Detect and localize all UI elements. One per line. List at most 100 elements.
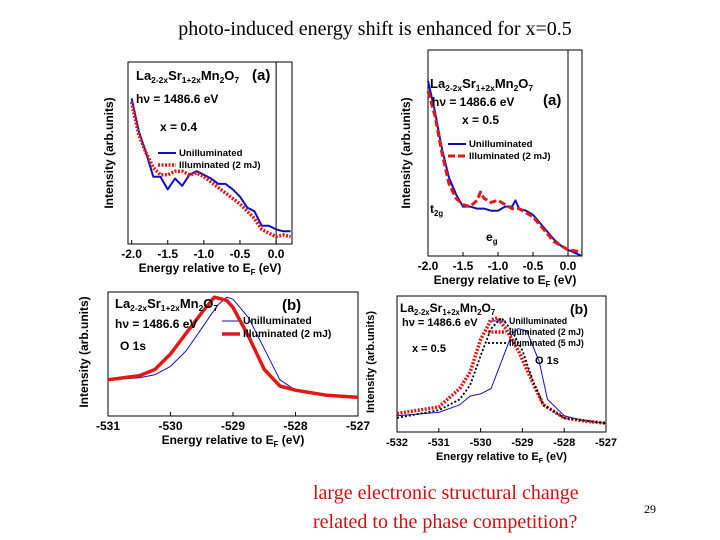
- photon-energy-label: hν = 1486.6 eV: [115, 317, 197, 331]
- text-run: Energy relative to E: [162, 433, 274, 447]
- plot-frame: [427, 49, 583, 257]
- panel-label: (b): [282, 297, 301, 314]
- x-tick-label: -528: [283, 419, 307, 433]
- legend-label: Illuminated (5 mJ): [509, 338, 584, 348]
- x-tick-label: 0.0: [268, 247, 285, 261]
- series-line-illuminated-2mJ: [107, 295, 359, 400]
- subscript: F: [539, 457, 544, 465]
- x-tick-label: -530: [158, 419, 182, 433]
- x-tick-label: -530: [470, 437, 492, 449]
- subscript: F: [274, 440, 279, 449]
- x-tick-label: -527: [595, 437, 617, 449]
- composition-label: x = 0.5: [462, 113, 499, 127]
- subscript: 7: [213, 303, 218, 313]
- subscript: 2-2x: [130, 303, 147, 313]
- subscript: F: [251, 268, 256, 277]
- text-run: Sr: [462, 76, 476, 91]
- panel-label: (a): [252, 67, 270, 84]
- x-tick-label: -0.5: [523, 259, 544, 273]
- series-line-illuminated-5mJ: [396, 316, 607, 425]
- compound-formula: La2-2xSr1+2xMn2O7: [400, 301, 495, 317]
- subscript: 2: [199, 303, 204, 313]
- compound-formula: La2-2xSr1+2xMn2O7: [430, 76, 533, 93]
- orbital-annotation: t2g: [430, 202, 443, 218]
- panel-label: (a): [543, 92, 561, 109]
- x-tick-label: -528: [553, 437, 575, 449]
- x-tick-label: -527: [346, 419, 370, 433]
- text-run: La: [430, 76, 446, 91]
- compound-formula: La2-2xSr1+2xMn2O7: [136, 68, 239, 85]
- photon-energy-label: hν = 1486.6 eV: [432, 95, 514, 109]
- text-run: Mn: [201, 68, 220, 83]
- x-tick-label: -529: [221, 419, 245, 433]
- x-axis-label: Energy relative to EF (eV): [162, 433, 305, 449]
- legend-label: Unilluminated: [243, 316, 312, 327]
- text-run: O: [482, 301, 491, 315]
- photon-energy-label: hν = 1486.6 eV: [402, 317, 478, 329]
- text-run: La: [400, 301, 414, 315]
- subscript: 2g: [434, 209, 443, 218]
- text-run: Energy relative to E: [434, 273, 546, 287]
- core-level-label: O 1s: [535, 355, 559, 367]
- subscript: F: [546, 280, 551, 289]
- text-run: Energy relative to E: [436, 451, 539, 463]
- y-axis-label: Intensity (arb.units): [102, 97, 116, 208]
- plot-frame: [127, 61, 293, 245]
- subscript: 1+2x: [442, 308, 460, 317]
- text-run: O: [224, 68, 234, 83]
- core-level-label: O 1s: [120, 339, 146, 353]
- subscript: 1+2x: [182, 75, 201, 85]
- text-run: (eV): [550, 273, 576, 287]
- subscript: 7: [528, 83, 533, 93]
- series-line-unilluminated: [396, 328, 607, 424]
- text-run: La: [136, 68, 152, 83]
- text-run: Sr: [168, 68, 182, 83]
- text-run: (eV): [255, 261, 281, 275]
- legend-label: Unilluminated: [509, 316, 567, 326]
- chart-panel-4: -532 -531 -530 -529 -528 -527 Energy relative …: [365, 295, 617, 465]
- x-tick-label: -529: [511, 437, 533, 449]
- chart-panel-3: -531 -530 -529 -528 -527 Energy relative to E…: [77, 291, 370, 449]
- page-number: 29: [644, 502, 656, 516]
- legend-label: Illuminated (2 mJ): [243, 329, 331, 340]
- legend-label: Illuminated (2 mJ): [179, 160, 261, 171]
- photon-energy-label: hν = 1486.6 eV: [136, 92, 218, 106]
- subscript: 2-2x: [445, 83, 462, 93]
- subscript: 1+2x: [476, 83, 495, 93]
- x-tick-label: -0.5: [230, 247, 251, 261]
- subscript: 7: [491, 308, 495, 317]
- plot-frame: [396, 295, 607, 433]
- compound-formula: La2-2xSr1+2xMn2O7: [115, 296, 218, 313]
- text-run: (eV): [543, 451, 567, 463]
- text-run: La: [115, 296, 131, 311]
- subscript: 2-2x: [151, 75, 168, 85]
- y-axis-label: Intensity (arb.units): [365, 311, 377, 413]
- x-tick-label: -1.0: [194, 247, 215, 261]
- x-axis-label: Energy relative to EF (eV): [139, 261, 282, 277]
- x-axis-label: Energy relative to EF (eV): [436, 451, 567, 465]
- x-tick-label: -2.0: [121, 247, 142, 261]
- x-tick-label: -1.0: [488, 259, 509, 273]
- panel-label: (b): [570, 301, 588, 317]
- text-run: Mn: [180, 296, 199, 311]
- text-run: O: [518, 76, 528, 91]
- text-run: Sr: [147, 296, 161, 311]
- x-tick-label: -1.5: [453, 259, 474, 273]
- legend-label: Unilluminated: [469, 139, 533, 150]
- subscript: 2: [220, 75, 225, 85]
- x-tick-label: -1.5: [157, 247, 178, 261]
- x-tick-label: -532: [386, 437, 408, 449]
- text-run: e: [486, 230, 493, 244]
- text-run: O: [203, 296, 213, 311]
- subscript: 7: [234, 75, 239, 85]
- legend-label: Illuminated (2 mJ): [469, 151, 551, 162]
- composition-label: x = 0.4: [160, 120, 197, 134]
- conclusion-line-1: large electronic structural change: [313, 482, 579, 504]
- text-run: t: [430, 202, 434, 216]
- x-tick-label: -2.0: [418, 259, 439, 273]
- series-line-unilluminated: [130, 98, 291, 233]
- x-axis-label: Energy relative to EF (eV): [434, 273, 577, 289]
